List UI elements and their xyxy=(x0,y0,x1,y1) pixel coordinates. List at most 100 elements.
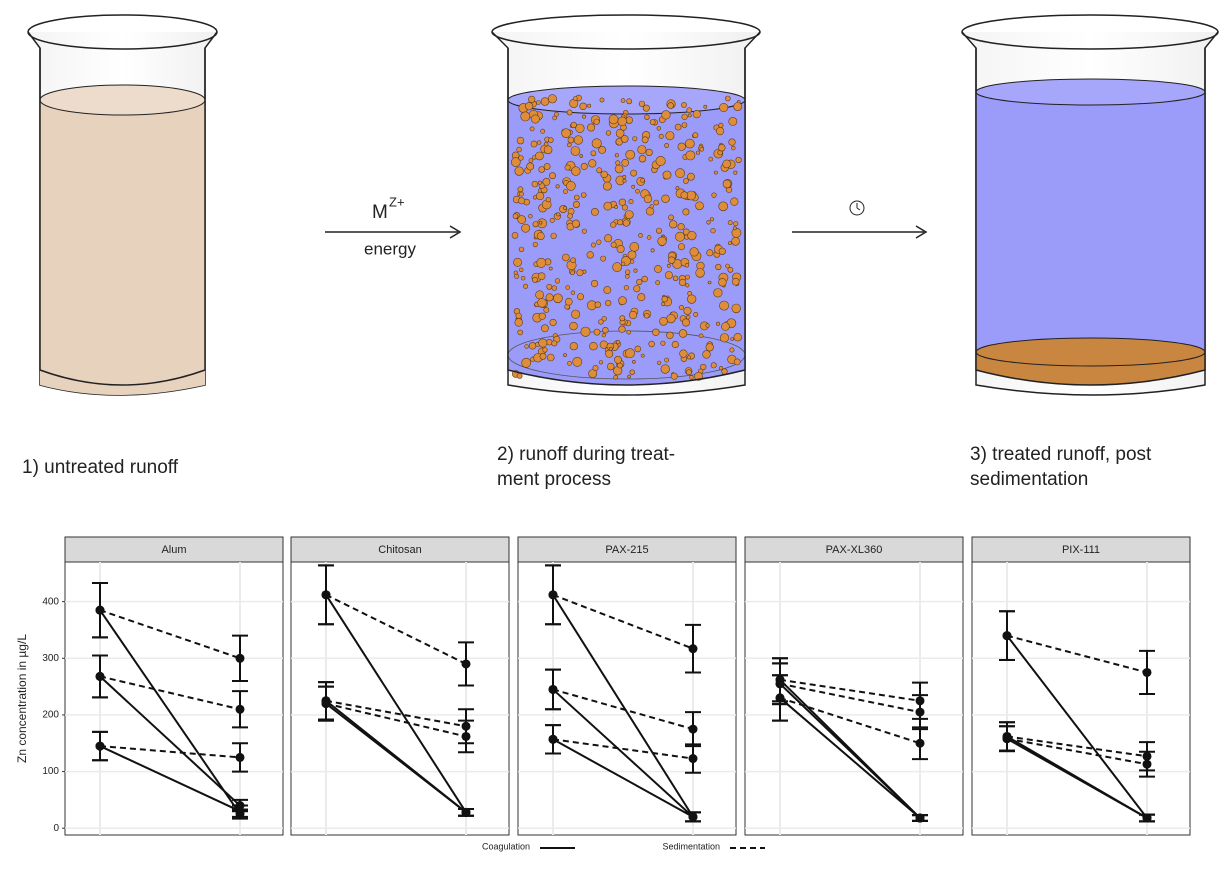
y-tick-label: 200 xyxy=(42,710,59,721)
particle xyxy=(728,242,731,245)
particle xyxy=(658,237,667,246)
particle xyxy=(732,228,741,237)
particle xyxy=(539,339,547,347)
particle xyxy=(537,233,544,240)
particle xyxy=(550,319,557,326)
particle xyxy=(657,361,661,365)
particle xyxy=(604,286,611,293)
particle xyxy=(630,242,639,251)
beaker xyxy=(28,15,217,395)
particle xyxy=(590,342,598,350)
particle xyxy=(562,254,569,261)
particle xyxy=(687,108,692,113)
particle xyxy=(632,360,635,363)
particle xyxy=(644,313,649,318)
particle xyxy=(544,146,552,154)
particle xyxy=(521,112,530,121)
particle xyxy=(720,103,728,111)
point xyxy=(236,654,245,663)
particle xyxy=(620,316,625,321)
particle xyxy=(718,144,725,151)
particle xyxy=(661,365,670,374)
particle xyxy=(615,154,618,157)
particle xyxy=(678,223,685,230)
particle xyxy=(661,341,665,345)
facet-title: PAX-215 xyxy=(605,544,648,556)
particle xyxy=(515,319,523,327)
particle xyxy=(694,312,698,316)
particle xyxy=(533,242,538,247)
particle xyxy=(716,264,722,270)
point xyxy=(462,808,471,817)
particle xyxy=(581,327,590,336)
step-label: sedimentation xyxy=(970,469,1088,490)
particle xyxy=(627,99,632,104)
particle xyxy=(525,345,529,349)
particle xyxy=(551,233,557,239)
particle xyxy=(536,101,540,105)
particle xyxy=(630,260,634,264)
particle xyxy=(731,338,734,341)
particle xyxy=(568,137,574,143)
particle xyxy=(548,95,556,103)
particle xyxy=(518,330,523,335)
particle xyxy=(634,269,637,272)
particle xyxy=(676,169,685,178)
energy: energy xyxy=(364,239,416,258)
particle xyxy=(546,197,551,202)
particle xyxy=(680,350,688,358)
particle xyxy=(515,167,524,176)
facet-title: Chitosan xyxy=(378,544,421,556)
particle xyxy=(646,207,654,215)
particle xyxy=(729,139,736,146)
particle xyxy=(571,147,580,156)
particle xyxy=(714,171,717,174)
particle xyxy=(669,221,677,229)
point xyxy=(462,659,471,668)
particle xyxy=(523,284,527,288)
point xyxy=(549,590,558,599)
particle xyxy=(600,98,604,102)
particle xyxy=(541,129,545,133)
particle xyxy=(650,120,655,125)
particle xyxy=(567,110,572,115)
particle xyxy=(571,310,579,318)
particle xyxy=(652,329,659,336)
particle xyxy=(706,324,710,328)
particle xyxy=(574,195,579,200)
particle xyxy=(721,323,729,331)
particle xyxy=(601,256,606,261)
particle xyxy=(580,103,587,110)
particle xyxy=(682,114,688,120)
particle xyxy=(593,365,598,370)
particle xyxy=(625,274,629,278)
point xyxy=(1143,760,1152,769)
beaker xyxy=(962,15,1218,395)
particle xyxy=(709,157,713,161)
particle xyxy=(546,294,553,301)
step-label: 1) untreated runoff xyxy=(22,457,179,478)
point xyxy=(549,685,558,694)
particle xyxy=(639,155,646,162)
particle xyxy=(686,284,690,288)
particle xyxy=(706,344,714,352)
particle xyxy=(632,185,635,188)
particle xyxy=(519,192,523,196)
particle xyxy=(638,293,645,300)
particle xyxy=(728,221,732,225)
point xyxy=(96,672,105,681)
particle xyxy=(514,274,518,278)
particle xyxy=(656,281,660,285)
particle xyxy=(552,341,557,346)
particle xyxy=(704,105,707,108)
particle xyxy=(581,193,586,198)
particle xyxy=(621,262,625,266)
particle xyxy=(722,369,728,375)
particle xyxy=(532,277,537,282)
particle xyxy=(521,276,525,280)
particle xyxy=(625,211,633,219)
particle xyxy=(671,373,677,379)
particle xyxy=(684,307,691,314)
particle xyxy=(529,214,533,218)
particle xyxy=(546,339,552,345)
